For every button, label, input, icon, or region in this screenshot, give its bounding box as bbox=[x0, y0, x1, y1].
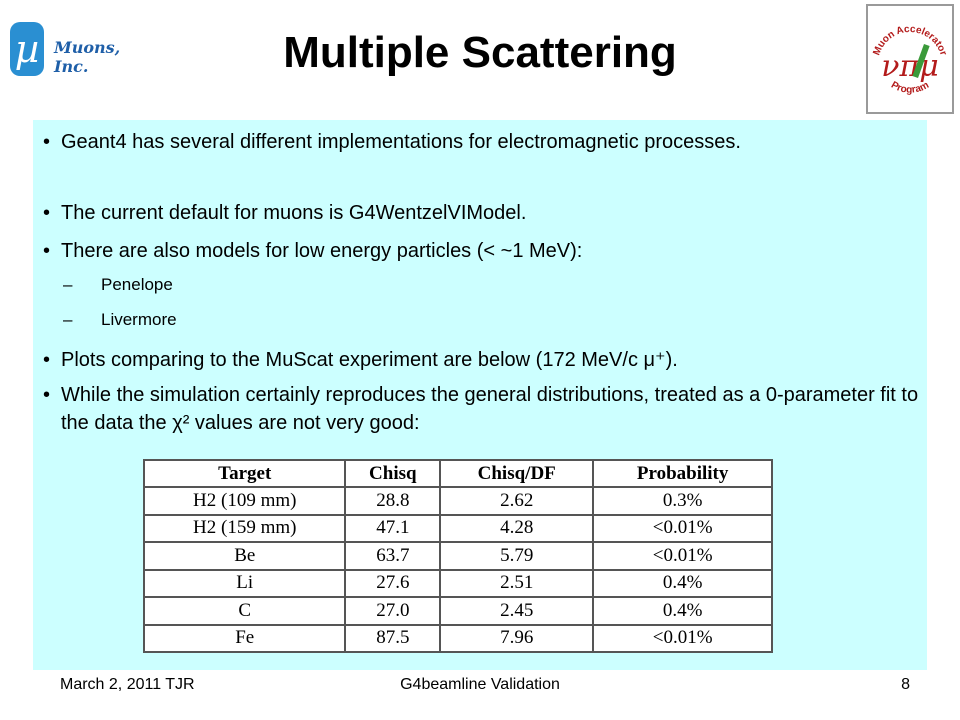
page-number: 8 bbox=[901, 676, 910, 693]
table-cell: 27.0 bbox=[344, 596, 442, 626]
table-cell: 2.62 bbox=[439, 486, 595, 516]
table-cell: 47.1 bbox=[344, 513, 442, 543]
bullet-dot: • bbox=[43, 240, 51, 262]
map-logo-icon: Muon Accelerator Program νπμ bbox=[871, 24, 948, 96]
table-cell: 0.4% bbox=[592, 568, 773, 598]
table-cell: 4.28 bbox=[439, 513, 595, 543]
table-cell: 0.3% bbox=[592, 486, 773, 516]
chisq-results-table: Target Chisq Chisq/DF Probability H2 (10… bbox=[142, 459, 773, 653]
table-cell: Fe bbox=[142, 623, 347, 653]
table-row: H2 (109 mm) 28.8 2.62 0.3% bbox=[142, 486, 773, 516]
logo-symbols: νπμ bbox=[881, 49, 938, 84]
bullet-text: Geant4 has several different implementat… bbox=[61, 131, 741, 153]
mu-logo-icon: µ bbox=[10, 22, 44, 76]
table-cell: 87.5 bbox=[344, 623, 442, 653]
table-row: Be 63.7 5.79 <0.01% bbox=[142, 541, 773, 571]
table-row: Li 27.6 2.51 0.4% bbox=[142, 568, 773, 598]
table-cell: 2.45 bbox=[439, 596, 595, 626]
table-cell: Be bbox=[142, 541, 347, 571]
logo-bottom-text: Program bbox=[889, 80, 931, 96]
bullet-text: There are also models for low energy par… bbox=[61, 240, 583, 262]
table-cell: C bbox=[142, 596, 347, 626]
content-panel: • Geant4 has several different implement… bbox=[33, 120, 927, 670]
table-cell: H2 (159 mm) bbox=[142, 513, 347, 543]
company-name: Muons, Inc. bbox=[54, 38, 121, 76]
bullet-text: The current default for muons is G4Wentz… bbox=[61, 202, 527, 224]
table-header-cell: Chisq bbox=[344, 459, 442, 488]
sub-bullet-text: Penelope bbox=[101, 275, 173, 294]
table-cell: <0.01% bbox=[592, 513, 773, 543]
table-row: H2 (159 mm) 47.1 4.28 <0.01% bbox=[142, 513, 773, 543]
table-header-cell: Probability bbox=[592, 459, 773, 488]
table-cell: H2 (109 mm) bbox=[142, 486, 347, 516]
muon-accelerator-program-logo: Muon Accelerator Program νπμ bbox=[866, 4, 954, 114]
slide-title: Multiple Scattering bbox=[283, 28, 677, 77]
footer-date: March 2, 2011 TJR bbox=[60, 676, 195, 693]
bullet-dot: • bbox=[43, 349, 51, 371]
table-cell: <0.01% bbox=[592, 541, 773, 571]
table-header-cell: Chisq/DF bbox=[439, 459, 595, 488]
table-row: C 27.0 2.45 0.4% bbox=[142, 596, 773, 626]
table-cell: 27.6 bbox=[344, 568, 442, 598]
table-row: Fe 87.5 7.96 <0.01% bbox=[142, 623, 773, 653]
table-cell: 63.7 bbox=[344, 541, 442, 571]
sub-bullet-text: Livermore bbox=[101, 310, 177, 329]
footer-title: G4beamline Validation bbox=[400, 676, 560, 693]
bullet-dot: • bbox=[43, 384, 51, 406]
bullet-dash: – bbox=[63, 275, 73, 294]
table-cell: 0.4% bbox=[592, 596, 773, 626]
muons-inc-logo: µ Muons, Inc. bbox=[10, 18, 160, 80]
bullet-text: Plots comparing to the MuScat experiment… bbox=[61, 349, 678, 371]
table-cell: 7.96 bbox=[439, 623, 595, 653]
table-cell: 2.51 bbox=[439, 568, 595, 598]
table-cell: 28.8 bbox=[344, 486, 442, 516]
table-cell: 5.79 bbox=[439, 541, 595, 571]
table-header-cell: Target bbox=[142, 459, 347, 488]
bullet-dot: • bbox=[43, 202, 51, 224]
bullet-text: While the simulation certainly reproduce… bbox=[61, 384, 919, 434]
bullet-dash: – bbox=[63, 310, 73, 329]
table-cell: Li bbox=[142, 568, 347, 598]
table-cell: <0.01% bbox=[592, 623, 773, 653]
svg-text:Program: Program bbox=[889, 80, 931, 96]
bullet-dot: • bbox=[43, 131, 51, 153]
table-header-row: Target Chisq Chisq/DF Probability bbox=[142, 459, 773, 488]
